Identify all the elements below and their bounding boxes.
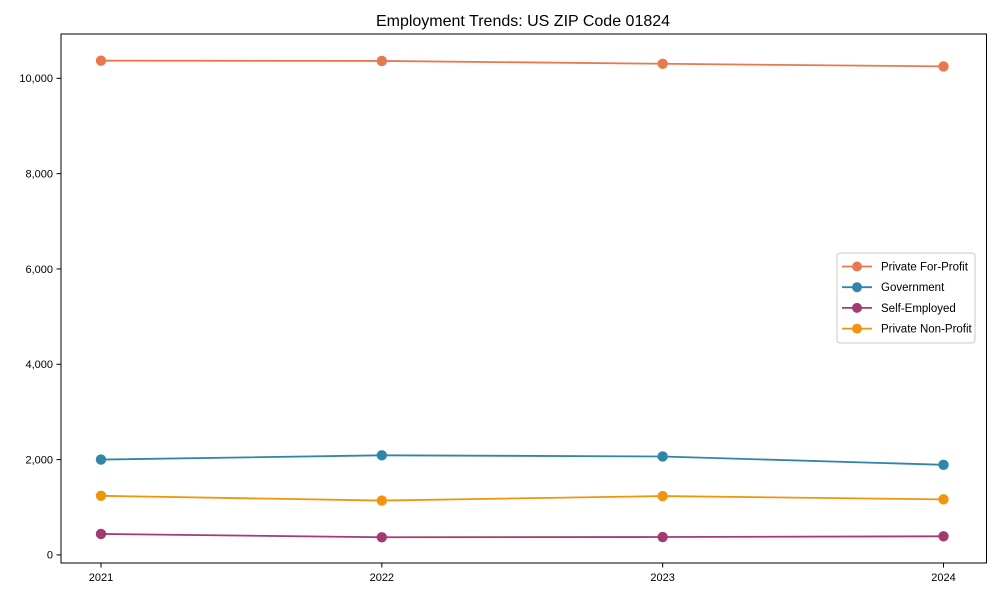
- chart-title: Employment Trends: US ZIP Code 01824: [376, 13, 670, 30]
- data-point-government-2022: [376, 450, 388, 461]
- legend-marker-self-employed: [852, 302, 862, 313]
- legend-marker-private-for-profit: [852, 261, 862, 272]
- data-point-government-2021: [95, 454, 107, 465]
- data-point-private-for-profit-2024: [938, 61, 949, 72]
- legend-box: [836, 252, 976, 344]
- series-line-self-employed: [100, 533, 944, 539]
- data-point-private-non-profit-2021: [95, 490, 107, 502]
- y-tick-label: 6,000: [25, 264, 53, 276]
- x-tick-label: 2023: [650, 572, 674, 584]
- series-line-private-non-profit: [100, 494, 944, 502]
- x-tick-label: 2021: [89, 572, 113, 584]
- y-tick-label: 8,000: [25, 168, 53, 180]
- x-tick-label: 2024: [931, 572, 955, 584]
- data-point-private-non-profit-2022: [376, 495, 388, 506]
- plot-area: 0 2,000 4,000 6,000 8,000 10,000 2021 2022 2023 2…: [19, 33, 987, 584]
- plot-border: [60, 33, 987, 564]
- series-line-government: [100, 454, 944, 466]
- series-line-private-for-profit: [100, 59, 944, 68]
- data-point-private-non-profit-2023: [657, 490, 668, 502]
- legend-label-self-employed: Self-Employed: [881, 303, 956, 315]
- legend-marker-private-non-profit: [852, 323, 862, 334]
- data-point-self-employed-2023: [657, 531, 668, 543]
- data-point-private-for-profit-2023: [657, 58, 668, 69]
- x-tick-label: 2022: [370, 572, 394, 584]
- legend-label-private-for-profit: Private For-Profit: [881, 262, 969, 274]
- legend-label-private-non-profit: Private Non-Profit: [881, 324, 973, 336]
- data-point-self-employed-2022: [376, 532, 388, 543]
- data-point-private-for-profit-2021: [95, 55, 107, 66]
- y-tick-label: 2,000: [25, 454, 53, 466]
- data-point-private-for-profit-2022: [376, 55, 388, 67]
- data-point-government-2024: [938, 459, 949, 471]
- data-point-government-2023: [657, 451, 668, 462]
- y-tick-label: 4,000: [25, 359, 53, 371]
- data-point-self-employed-2021: [95, 528, 107, 540]
- legend-label-government: Government: [881, 282, 945, 294]
- data-point-private-non-profit-2024: [938, 494, 949, 505]
- y-tick-label: 0: [47, 550, 53, 562]
- data-point-self-employed-2024: [938, 531, 949, 542]
- legend-marker-government: [852, 282, 862, 293]
- y-tick-label: 10,000: [19, 73, 53, 85]
